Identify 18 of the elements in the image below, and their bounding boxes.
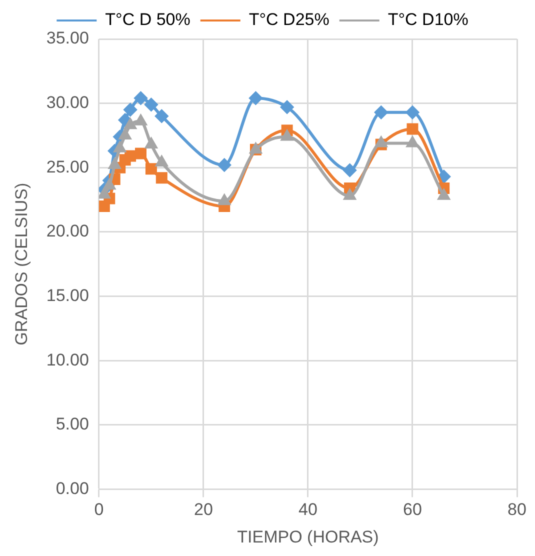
- y-axis-title: GRADOS (CELSIUS): [12, 182, 31, 346]
- y-tick-label: 20.00: [46, 222, 89, 241]
- y-tick-label: 15.00: [46, 286, 89, 305]
- y-tick-label: 5.00: [56, 414, 89, 434]
- legend-label: T°C D10%: [388, 10, 468, 30]
- x-tick-label: 0: [94, 500, 104, 520]
- y-tick-label: 30.00: [46, 93, 89, 112]
- x-tick-label: 40: [298, 500, 318, 520]
- legend-label: T°C D 50%: [105, 10, 190, 30]
- legend-label: T°C D25%: [248, 10, 330, 30]
- y-tick-label: 35.00: [46, 28, 89, 48]
- x-tick-label: 20: [194, 500, 213, 520]
- x-axis-title: TIEMPO (HORAS): [237, 527, 379, 546]
- x-tick-label: 60: [403, 500, 422, 520]
- y-tick-label: 0.00: [56, 478, 89, 498]
- y-tick-label: 25.00: [46, 157, 89, 176]
- x-tick-label: 80: [508, 500, 526, 520]
- y-tick-label: 10.00: [46, 350, 89, 370]
